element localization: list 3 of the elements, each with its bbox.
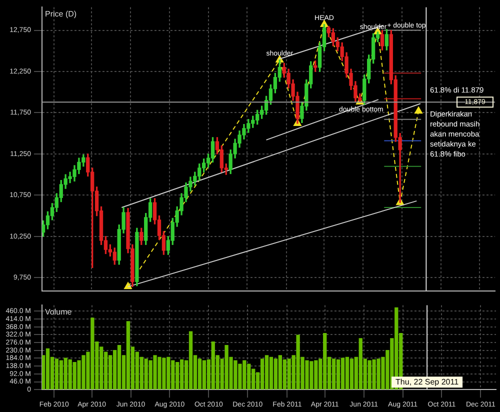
- ref-line-label: Thu, 22 Sep 2011: [396, 377, 460, 386]
- chart-title: Price (D): [45, 9, 77, 18]
- chart-title: Volume: [45, 307, 72, 316]
